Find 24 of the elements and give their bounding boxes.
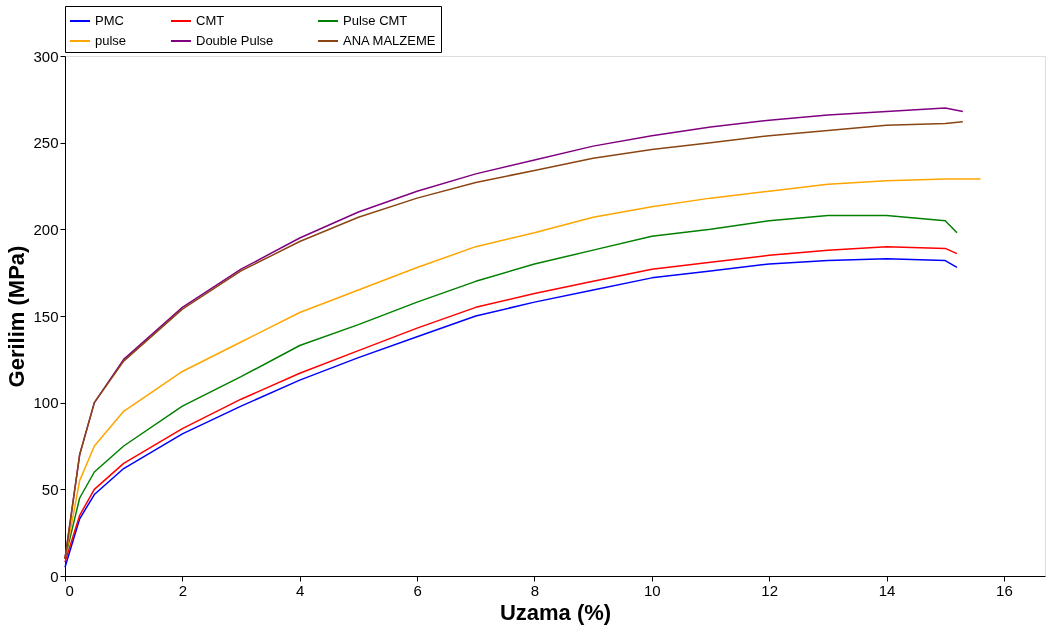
x-tick-label: 6 — [413, 581, 422, 599]
y-tick-label: 0 — [50, 567, 59, 585]
legend-label: ANA MALZEME — [343, 33, 436, 48]
x-tick-label: 16 — [996, 581, 1013, 599]
x-tick-label: 10 — [643, 581, 661, 599]
y-tick-label: 100 — [33, 394, 59, 412]
x-tick-label: 4 — [296, 581, 305, 599]
y-tick-label: 50 — [41, 480, 59, 498]
x-tick-label: 14 — [878, 581, 896, 599]
x-tick-label: 0 — [65, 581, 74, 599]
x-tick-label: 12 — [761, 581, 779, 599]
x-axis-title: Uzama (%) — [499, 599, 612, 625]
y-tick-label: 200 — [33, 220, 59, 238]
x-tick-label: 8 — [530, 581, 540, 599]
legend-label: PMC — [95, 13, 124, 28]
y-tick-label: 300 — [33, 47, 59, 65]
x-tick-label: 2 — [178, 581, 188, 599]
legend-label: Double Pulse — [196, 33, 274, 48]
y-tick-label: 250 — [33, 134, 59, 152]
y-tick-label: 150 — [33, 307, 59, 325]
y-axis-title: Gerilim (MPa) — [4, 245, 30, 388]
legend-label: Pulse CMT — [343, 13, 408, 28]
legend-label: CMT — [196, 13, 225, 28]
legend-label: pulse — [95, 33, 127, 48]
